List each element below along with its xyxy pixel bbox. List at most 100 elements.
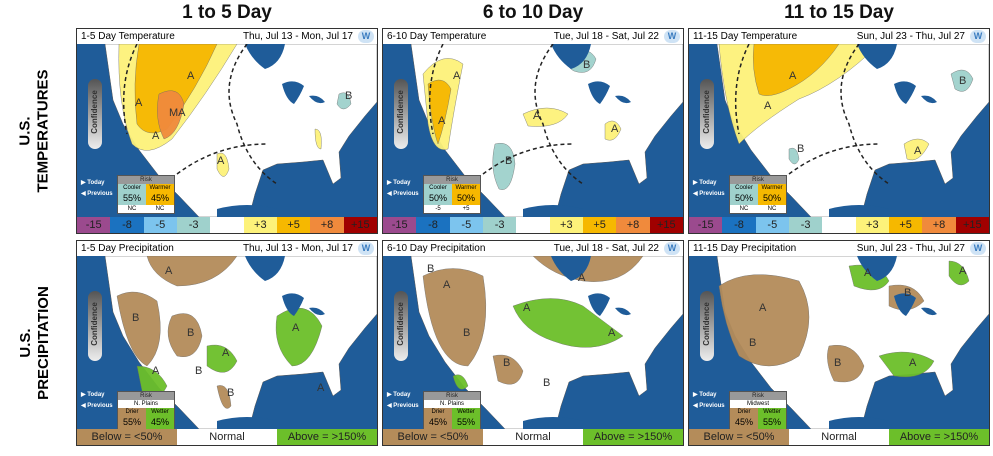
risk-right-note: +5 — [462, 206, 470, 212]
anomaly-label: A — [764, 100, 772, 112]
temp-legend: -15 -8 -5 -3 +3 +5 +8 +15 — [383, 217, 683, 233]
anomaly-label: A — [611, 123, 619, 135]
row-header-line1: U.S. — [17, 328, 34, 358]
risk-right-label: Wetter — [146, 408, 174, 416]
anomaly-label: B — [505, 155, 512, 167]
anomaly-region — [948, 260, 970, 286]
previous-button[interactable]: ◀ Previous — [387, 191, 419, 197]
anomaly-region — [216, 152, 230, 177]
risk-header: Risk — [424, 392, 480, 400]
anomaly-region — [492, 354, 524, 385]
anomaly-region — [427, 79, 452, 145]
anomaly-label: B — [904, 287, 911, 299]
contour-line — [734, 44, 890, 185]
legend-segment: +3 — [549, 217, 583, 233]
confidence-slider[interactable]: Confidence — [88, 79, 102, 149]
confidence-slider[interactable]: Confidence — [700, 291, 714, 361]
anomaly-region — [903, 138, 930, 161]
anomaly-label: MA — [169, 107, 186, 119]
risk-left-pct: 55% — [118, 192, 146, 205]
row-header-line2: TEMPERATURES — [35, 69, 52, 193]
today-button[interactable]: ▶ Today — [387, 180, 411, 186]
panel-dates: Tue, Jul 18 - Sat, Jul 22 — [553, 31, 659, 42]
confidence-label: Confidence — [396, 302, 405, 346]
legend-segment: +8 — [310, 217, 344, 233]
panel-title: 11-15 Day Precipitation — [693, 243, 797, 254]
risk-right-pct: 55% — [452, 416, 480, 429]
anomaly-label: A — [165, 265, 173, 277]
anomaly-label: A — [453, 70, 461, 82]
anomaly-region — [167, 313, 203, 357]
today-button[interactable]: ▶ Today — [81, 180, 105, 186]
anomaly-region — [492, 143, 516, 190]
gulf-area — [829, 417, 889, 429]
outlook-map: A A B B A A — [410, 44, 683, 217]
risk-right-note: NC — [767, 206, 777, 212]
risk-right-pct: 50% — [452, 192, 480, 205]
previous-button[interactable]: ◀ Previous — [693, 191, 725, 197]
risk-header: Risk — [730, 176, 786, 184]
row-header: U.S. PRECIPITATION — [0, 240, 70, 446]
column-header: 1 to 5 Day — [182, 2, 272, 23]
legend-segment: Above = >150% — [277, 429, 377, 445]
legend-segment — [516, 217, 550, 233]
previous-button[interactable]: ◀ Previous — [387, 403, 419, 409]
legend-segment: -8 — [416, 217, 450, 233]
risk-header: Risk — [424, 176, 480, 184]
risk-left-note: NC — [127, 206, 137, 212]
risk-box: Risk Cooler Warmer 50% 50% NC NC — [729, 175, 787, 214]
anomaly-label: A — [789, 70, 797, 82]
today-button[interactable]: ▶ Today — [387, 392, 411, 398]
legend-segment: +3 — [855, 217, 889, 233]
anomaly-region — [314, 128, 322, 150]
land-area — [410, 44, 683, 217]
temp-legend: -15 -8 -5 -3 +3 +5 +8 +15 — [77, 217, 377, 233]
anomaly-region — [336, 92, 352, 110]
anomaly-label: A — [909, 357, 917, 369]
today-button[interactable]: ▶ Today — [81, 392, 105, 398]
legend-segment: -5 — [449, 217, 483, 233]
panel-dates: Tue, Jul 18 - Sat, Jul 22 — [553, 243, 659, 254]
previous-button[interactable]: ◀ Previous — [693, 403, 725, 409]
anomaly-label: A — [187, 70, 195, 82]
risk-box: Risk N. Plains Drier Wetter 55% 45% — [117, 391, 175, 430]
row-header-line1: U.S. — [17, 116, 34, 146]
confidence-slider[interactable]: Confidence — [394, 291, 408, 361]
legend-segment: Normal — [483, 429, 583, 445]
anomaly-label: B — [959, 75, 966, 87]
risk-header: Risk — [730, 392, 786, 400]
gulf-area — [523, 417, 583, 429]
anomaly-region — [604, 120, 622, 141]
anomaly-region — [206, 344, 238, 373]
confidence-slider[interactable]: Confidence — [88, 291, 102, 361]
panel-title: 11-15 Day Temperature — [693, 31, 798, 42]
previous-button[interactable]: ◀ Previous — [81, 191, 113, 197]
anomaly-label: B — [834, 357, 841, 369]
legend-segment: +15 — [649, 217, 683, 233]
logo-icon: W — [358, 242, 374, 255]
outlook-map: A MA A A A B — [104, 44, 377, 217]
confidence-label: Confidence — [702, 90, 711, 134]
today-button[interactable]: ▶ Today — [693, 180, 717, 186]
today-button[interactable]: ▶ Today — [693, 392, 717, 398]
confidence-label: Confidence — [90, 302, 99, 346]
risk-right-label: Warmer — [146, 184, 174, 192]
legend-segment: Below = <50% — [689, 429, 789, 445]
panel-title-bar: 1-5 Day Precipitation Thu, Jul 13 - Mon, … — [77, 241, 377, 256]
confidence-slider[interactable]: Confidence — [700, 79, 714, 149]
risk-left-label: Cooler — [424, 184, 452, 192]
panel-title: 1-5 Day Precipitation — [81, 243, 174, 254]
anomaly-region — [752, 44, 840, 96]
anomaly-label: A — [438, 115, 446, 127]
anomaly-label: A — [959, 265, 967, 277]
anomaly-label: A — [608, 327, 616, 339]
anomaly-label: A — [523, 302, 531, 314]
legend-segment: Normal — [789, 429, 889, 445]
risk-right-label: Wetter — [452, 408, 480, 416]
anomaly-region — [718, 274, 810, 367]
panel-title: 6-10 Day Temperature — [387, 31, 487, 42]
anomaly-region — [216, 385, 232, 409]
legend-segment: +5 — [276, 217, 311, 233]
confidence-slider[interactable]: Confidence — [394, 79, 408, 149]
previous-button[interactable]: ◀ Previous — [81, 403, 113, 409]
